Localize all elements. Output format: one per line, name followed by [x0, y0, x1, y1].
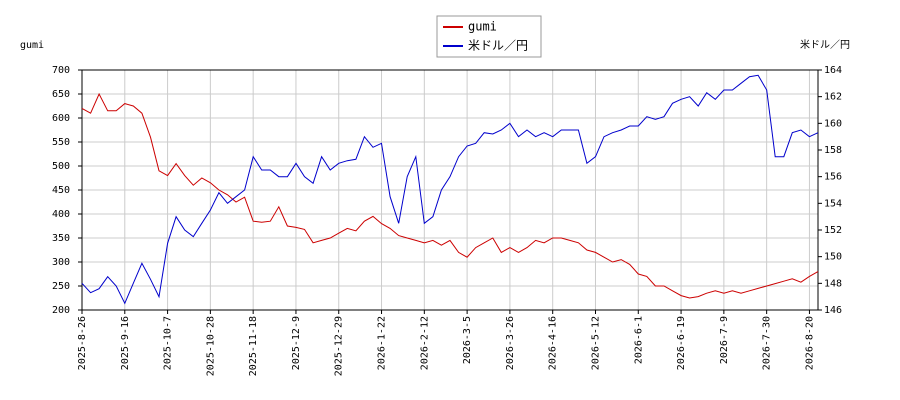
x-tick-label: 2026-6-19: [676, 316, 687, 370]
x-tick-label: 2025-11-18: [248, 316, 259, 376]
y2-tick-label: 154: [824, 198, 842, 209]
y2-tick-label: 152: [824, 225, 842, 236]
x-tick-label: 2025-12-29: [334, 316, 345, 376]
legend-label: gumi: [468, 20, 497, 34]
legend-label: 米ドル／円: [468, 39, 528, 53]
x-tick-label: 2026-1-22: [377, 316, 388, 370]
y-tick-label: 600: [52, 113, 70, 124]
series-line: [81, 74, 819, 305]
y-tick-label: 250: [52, 281, 70, 292]
y2-tick-label: 150: [824, 252, 842, 263]
y2-tick-label: 164: [824, 65, 842, 76]
x-tick-label: 2025-10-7: [163, 316, 174, 370]
y-tick-label: 400: [52, 209, 70, 220]
y-tick-label: 500: [52, 161, 70, 172]
x-tick-label: 2025-8-26: [77, 316, 88, 370]
x-tick-label: 2026-2-12: [419, 316, 430, 370]
y-tick-label: 700: [52, 65, 70, 76]
x-tick-label: 2026-7-9: [719, 316, 730, 364]
y2-axis-label: 米ドル／円: [800, 38, 850, 51]
x-tick-label: 2025-12-9: [291, 316, 302, 370]
y2-tick-label: 162: [824, 92, 842, 103]
y-tick-label: 550: [52, 137, 70, 148]
y2-tick-label: 148: [824, 278, 842, 289]
y-tick-label: 450: [52, 185, 70, 196]
x-tick-label: 2026-5-12: [590, 316, 601, 370]
x-tick-label: 2025-9-16: [120, 316, 131, 370]
y-axis-label: gumi: [20, 40, 44, 51]
x-tick-label: 2026-3-26: [505, 316, 516, 370]
x-tick-label: 2026-7-30: [762, 316, 773, 370]
x-tick-label: 2026-4-16: [548, 316, 559, 370]
y2-tick-label: 146: [824, 305, 842, 316]
y-tick-label: 650: [52, 89, 70, 100]
y2-tick-label: 156: [824, 172, 842, 183]
y2-tick-label: 160: [824, 118, 842, 129]
y2-tick-label: 158: [824, 145, 842, 156]
x-tick-label: 2026-6-1: [633, 316, 644, 364]
plot-border: [81, 69, 819, 311]
y-tick-label: 350: [52, 233, 70, 244]
x-tick-label: 2025-10-28: [205, 316, 216, 376]
x-tick-label: 2026-8-20: [804, 316, 815, 370]
x-tick-label: 2026-3-5: [462, 316, 473, 364]
y-tick-label: 300: [52, 257, 70, 268]
legend-box: [436, 15, 542, 58]
y-tick-label: 200: [52, 305, 70, 316]
series-line: [81, 92, 819, 299]
